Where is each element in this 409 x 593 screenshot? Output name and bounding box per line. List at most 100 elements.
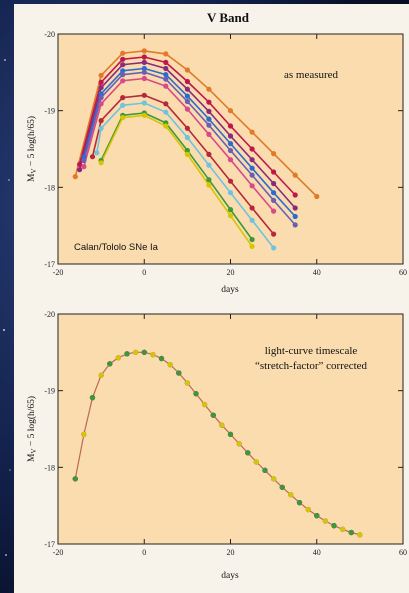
data-point — [340, 526, 346, 533]
data-point — [72, 174, 78, 180]
data-point — [120, 102, 126, 108]
data-point — [184, 125, 190, 131]
data-point — [141, 112, 147, 118]
data-point — [98, 85, 104, 91]
data-point — [271, 190, 277, 196]
x-axis-label: days — [221, 285, 239, 295]
x-tick-label: 60 — [399, 268, 407, 277]
y-tick-label: -19 — [44, 387, 55, 396]
light-curve-line — [100, 114, 253, 247]
data-point — [249, 172, 255, 178]
annotation-sample: Calan/Tololo SNe Ia — [74, 242, 159, 253]
y-axis-label-sub: V — [30, 449, 38, 454]
data-point — [210, 412, 216, 418]
data-point — [115, 355, 121, 361]
data-point — [176, 370, 182, 376]
data-point — [314, 193, 320, 200]
data-point — [120, 68, 126, 74]
data-point — [141, 54, 147, 60]
light-curve-line — [91, 94, 275, 235]
y-tick-label: -17 — [44, 260, 55, 269]
data-point — [141, 65, 147, 72]
data-point — [77, 167, 83, 173]
data-point — [158, 355, 165, 362]
y-tick-label: -18 — [44, 463, 55, 472]
x-tick-label: 40 — [313, 548, 321, 557]
data-point — [184, 147, 190, 154]
data-point — [206, 162, 212, 168]
data-point — [322, 518, 328, 524]
data-point — [227, 178, 234, 184]
data-point — [163, 101, 169, 107]
data-point — [141, 75, 147, 82]
data-point — [163, 51, 169, 57]
data-point — [120, 115, 126, 121]
x-tick-label: 20 — [227, 548, 235, 557]
data-point — [245, 450, 251, 456]
data-point — [150, 352, 156, 358]
data-point — [163, 123, 169, 129]
data-point — [249, 243, 255, 249]
data-point — [141, 349, 147, 355]
light-curve-line — [96, 102, 275, 249]
y-tick-label: -20 — [44, 310, 55, 319]
y-tick-label: -19 — [44, 107, 55, 116]
annotation-stretch: “stretch-factor” corrected — [255, 360, 368, 372]
y-tick-label: -20 — [44, 30, 55, 39]
data-point — [331, 523, 337, 529]
data-point — [227, 133, 234, 139]
data-point — [163, 59, 169, 65]
data-point — [206, 86, 212, 92]
x-tick-label: 0 — [142, 548, 146, 557]
y-axis-label-rest: − 5 log(h/65) — [26, 116, 37, 169]
data-point — [249, 217, 255, 223]
y-axis-label: MV − 5 log(h/65) — [26, 116, 38, 182]
data-point — [120, 56, 126, 62]
annotation-timescale: light-curve timescale — [265, 345, 358, 357]
data-point — [271, 476, 277, 482]
y-axis-label-main: M — [27, 173, 37, 182]
y-tick-label: -18 — [44, 183, 55, 192]
light-curve-line — [74, 50, 318, 198]
x-axis-label: days — [221, 571, 239, 581]
data-point — [206, 151, 212, 157]
data-point — [94, 150, 100, 156]
chart-as-measured: -20 0 20 40 60 -20 -19 -18 -17 as measured Calan… — [26, 30, 407, 295]
data-point — [141, 69, 147, 75]
x-tick-label: -20 — [53, 268, 64, 277]
data-point — [98, 72, 104, 78]
x-tick-label: 20 — [227, 268, 235, 277]
y-axis-label-main: M — [27, 453, 37, 462]
data-point — [184, 134, 190, 141]
annotation-as-measured: as measured — [284, 69, 339, 81]
data-point — [120, 78, 126, 84]
data-point — [89, 154, 96, 160]
data-point — [163, 76, 169, 82]
data-point — [292, 205, 298, 211]
data-point — [72, 476, 78, 482]
y-tick-label: -17 — [44, 540, 55, 549]
data-point — [227, 157, 234, 163]
data-point — [77, 161, 83, 167]
data-point — [249, 183, 255, 189]
data-point — [271, 245, 277, 251]
data-point — [271, 180, 277, 187]
template-curve — [74, 351, 361, 536]
data-point — [120, 50, 126, 56]
figure-title: V Band — [207, 10, 250, 25]
data-point — [163, 83, 169, 89]
data-point — [271, 151, 277, 157]
data-point — [249, 129, 255, 135]
plot-area — [58, 314, 403, 544]
data-point — [98, 118, 104, 124]
data-point — [98, 101, 104, 107]
data-points — [72, 349, 363, 538]
data-point — [206, 116, 212, 122]
data-point — [184, 151, 190, 157]
data-point — [219, 422, 225, 428]
data-point — [271, 208, 277, 214]
x-tick-label: 60 — [399, 548, 407, 557]
data-point — [184, 380, 190, 386]
data-point — [98, 160, 104, 166]
axis-ticks: -20 0 20 40 60 -20 -19 -18 -17 — [44, 30, 407, 277]
